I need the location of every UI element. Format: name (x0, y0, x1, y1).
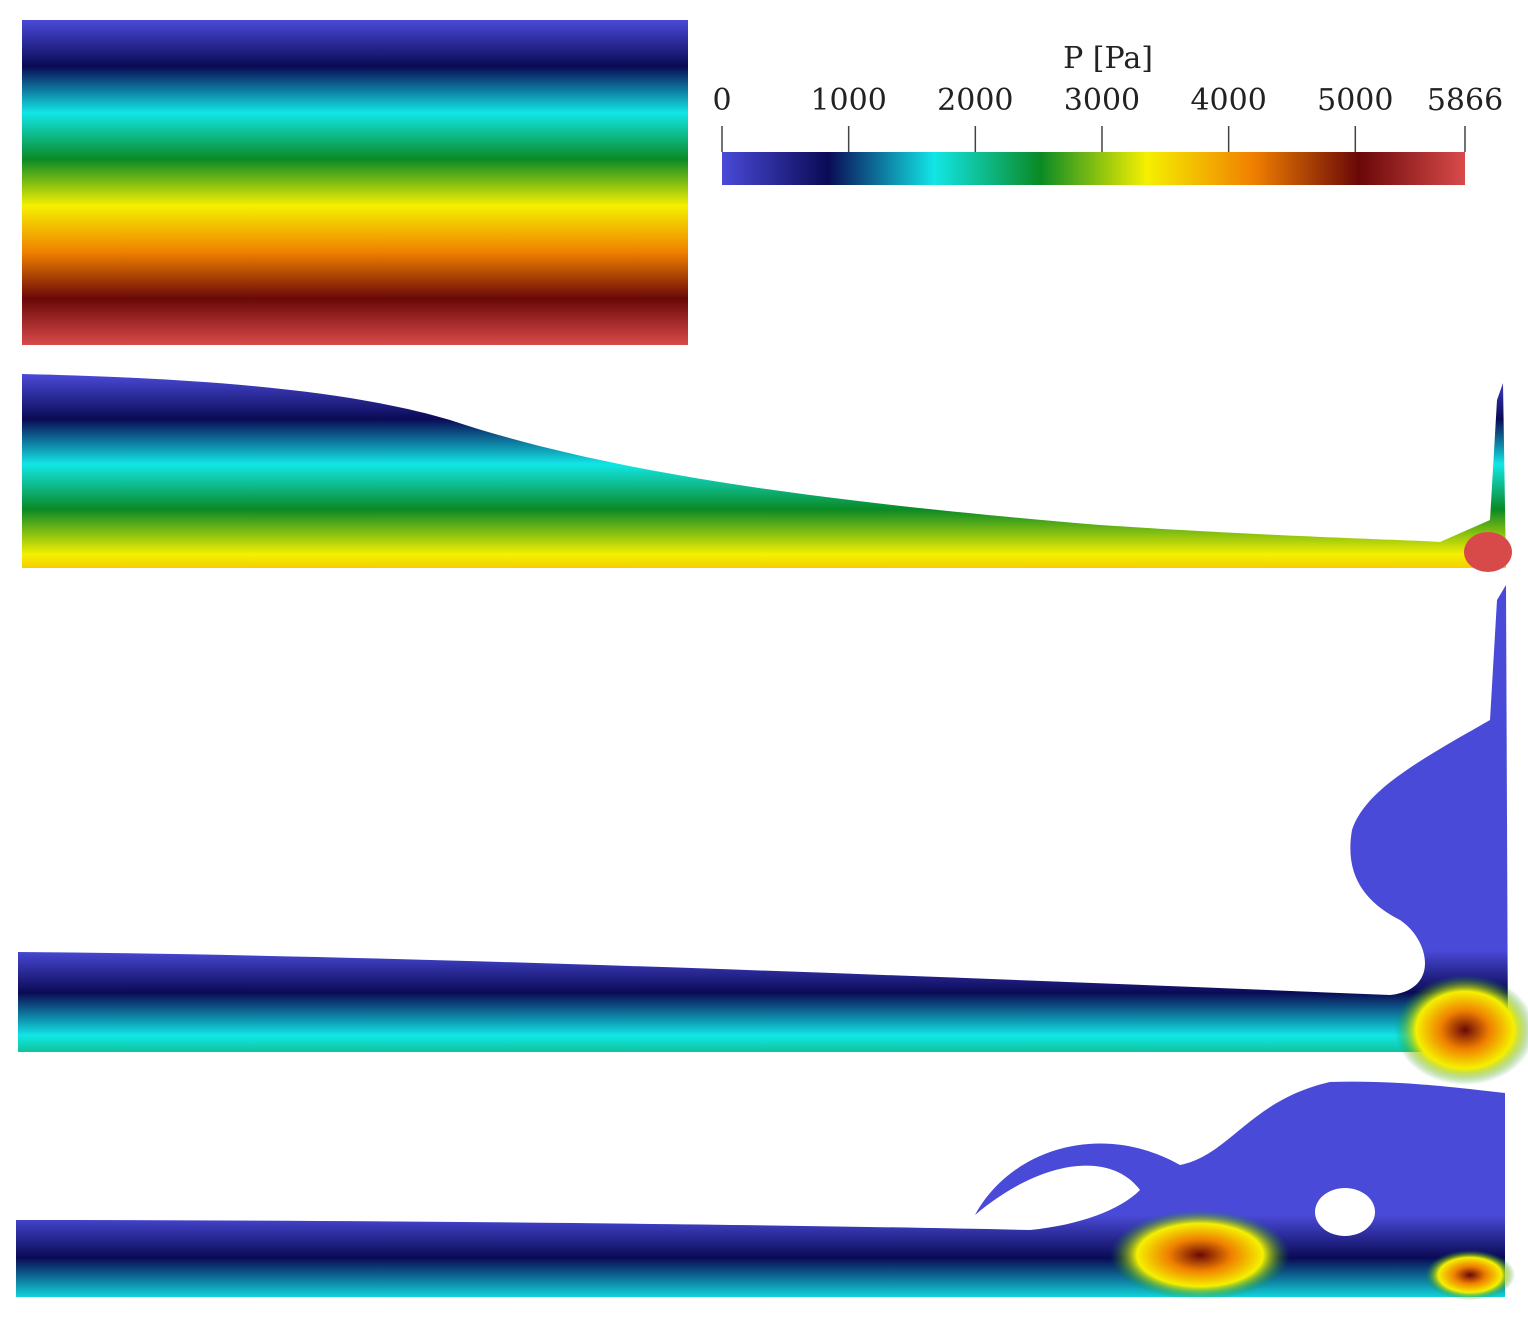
tick-label: 0 (712, 83, 731, 118)
air-bubble (1315, 1188, 1375, 1236)
panel-fluid-2 (22, 374, 1506, 568)
tick-label: 1000 (810, 83, 886, 118)
colorbar (722, 152, 1465, 185)
tick-label: 5866 (1427, 83, 1503, 118)
panel-fluid-3 (18, 585, 1508, 1052)
impact-zone (1395, 975, 1528, 1085)
tick-label: 2000 (937, 83, 1013, 118)
impact-zone (1110, 1210, 1290, 1300)
colorbar-title: P [Pa] (1063, 41, 1153, 76)
panel-initial (22, 20, 688, 345)
impact-zone (1425, 1250, 1515, 1300)
tick-label: 5000 (1317, 83, 1393, 118)
tick-label: 3000 (1064, 83, 1140, 118)
impact-zone (1464, 532, 1512, 572)
tick-label: 4000 (1190, 83, 1266, 118)
